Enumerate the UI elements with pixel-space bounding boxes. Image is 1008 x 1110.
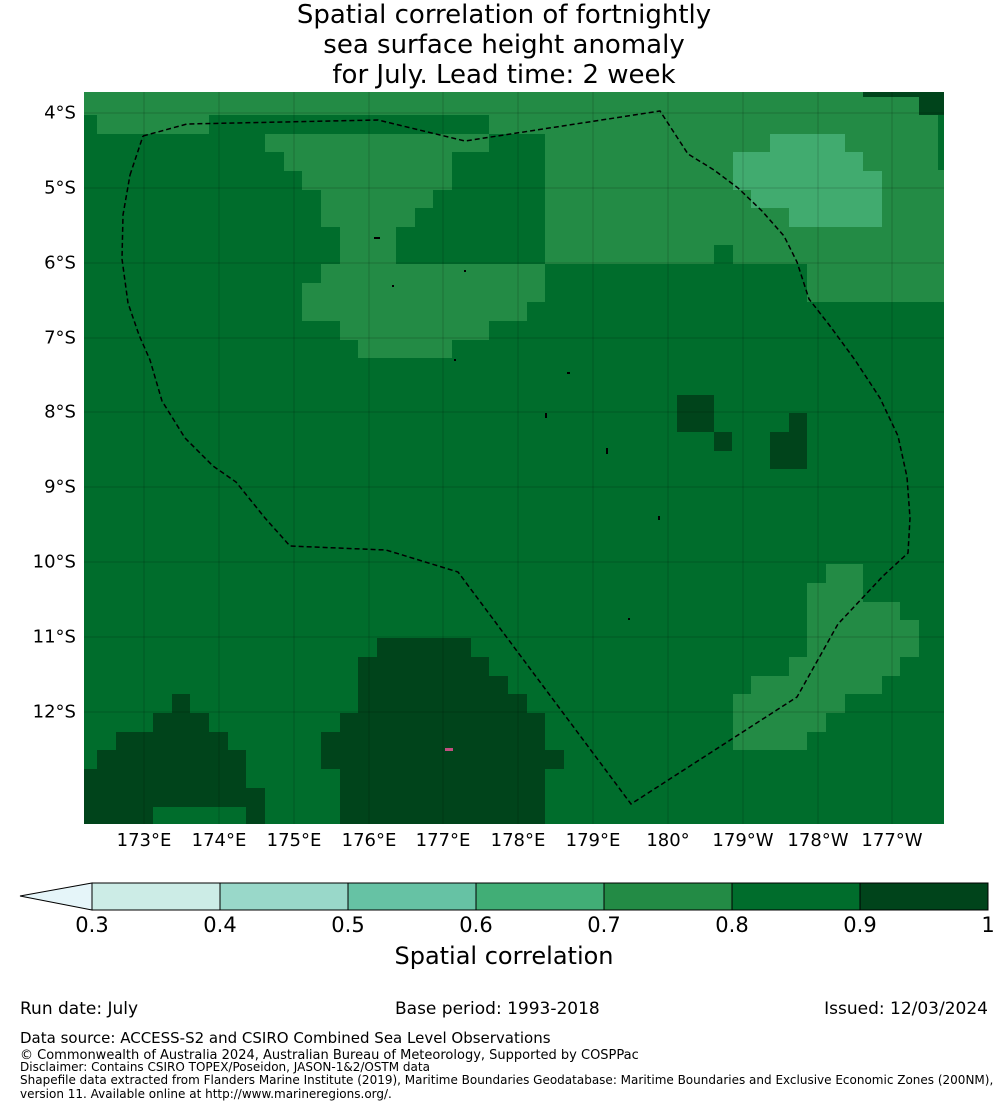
eez-boundary [121, 110, 911, 806]
colorbar-tick-0.7: 0.7 [587, 913, 621, 937]
lon-label-175e: 175°E [266, 830, 322, 851]
run-date: Run date: July [20, 999, 139, 1019]
issued-date: Issued: 12/03/2024 [824, 999, 988, 1019]
colorbar-title: Spatial correlation [394, 942, 614, 970]
lon-label-178e: 178°E [490, 830, 546, 851]
correlation-map [84, 92, 944, 824]
lon-label-176e: 176°E [341, 830, 397, 851]
lat-label-9s: 9°S [44, 476, 76, 498]
colorbar-tick-0.9: 0.9 [843, 913, 877, 937]
colorbar-bin-0.6-0.7 [476, 883, 604, 910]
lon-label-177w: 177°W [861, 830, 923, 851]
eez-boundary-close [129, 135, 144, 176]
colorbar-bin-0.9-1 [860, 883, 988, 910]
correlation-0.9-1-cells [84, 92, 944, 824]
colorbar-tick-0.6: 0.6 [459, 913, 493, 937]
lon-label-173e: 173°E [116, 830, 172, 851]
colorbar-tick-0.5: 0.5 [331, 913, 365, 937]
colorbar-tick-0.4: 0.4 [203, 913, 237, 937]
colorbar-tick-0.8: 0.8 [715, 913, 749, 937]
colorbar-bin-0.4-0.5 [220, 883, 348, 910]
lat-label-6s: 6°S [44, 252, 76, 274]
colorbar-bin-0.3-0.4 [92, 883, 220, 910]
lat-label-7s: 7°S [44, 327, 76, 349]
lon-label-179e: 179°E [565, 830, 621, 851]
lat-label-12s: 12°S [32, 701, 76, 723]
lon-label-177e: 177°E [415, 830, 471, 851]
islands [374, 237, 660, 751]
colorbar-bin-0.7-0.8 [604, 883, 732, 910]
lon-label-180: 180° [646, 830, 690, 851]
colorbar-bin-0.8-0.9 [732, 883, 860, 910]
lon-label-174e: 174°E [191, 830, 247, 851]
disclaimer: Disclaimer: Contains CSIRO TOPEX/Poseido… [20, 1060, 430, 1074]
lat-label-8s: 8°S [44, 401, 76, 423]
shapefile-credit-1: Shapefile data extracted from Flanders M… [20, 1073, 994, 1087]
lat-label-11s: 11°S [32, 626, 76, 648]
lon-label-178w: 178°W [787, 830, 849, 851]
colorbar-frame [91, 882, 989, 911]
chart-title: Spatial correlation of fortnightly sea s… [0, 0, 1008, 90]
graticule [84, 92, 944, 824]
copyright: © Commonwealth of Australia 2024, Austra… [20, 1048, 639, 1063]
shapefile-credit-2: version 11. Available online at http://w… [20, 1087, 392, 1101]
colorbar-bin-0.5-0.6 [348, 883, 476, 910]
colorbar-tick-1: 1 [981, 913, 995, 937]
title-line-3: for July. Lead time: 2 week [332, 60, 676, 90]
base-period: Base period: 1993-2018 [395, 999, 600, 1019]
correlation-0.6-0.7-cells [733, 134, 882, 227]
lat-label-10s: 10°S [32, 551, 76, 573]
colorbar-tick-0.3: 0.3 [75, 913, 109, 937]
colorbar-extend-arrow [19, 882, 93, 911]
correlation-0.7-0.8-cells [84, 92, 944, 750]
lon-label-179w: 179°W [712, 830, 774, 851]
lat-label-5s: 5°S [44, 177, 76, 199]
title-line-1: Spatial correlation of fortnightly [296, 0, 712, 30]
title-line-2: sea surface height anomaly [323, 30, 685, 60]
data-source: Data source: ACCESS-S2 and CSIRO Combine… [20, 1029, 551, 1047]
lat-label-4s: 4°S [44, 102, 76, 124]
colorbar [19, 882, 989, 911]
